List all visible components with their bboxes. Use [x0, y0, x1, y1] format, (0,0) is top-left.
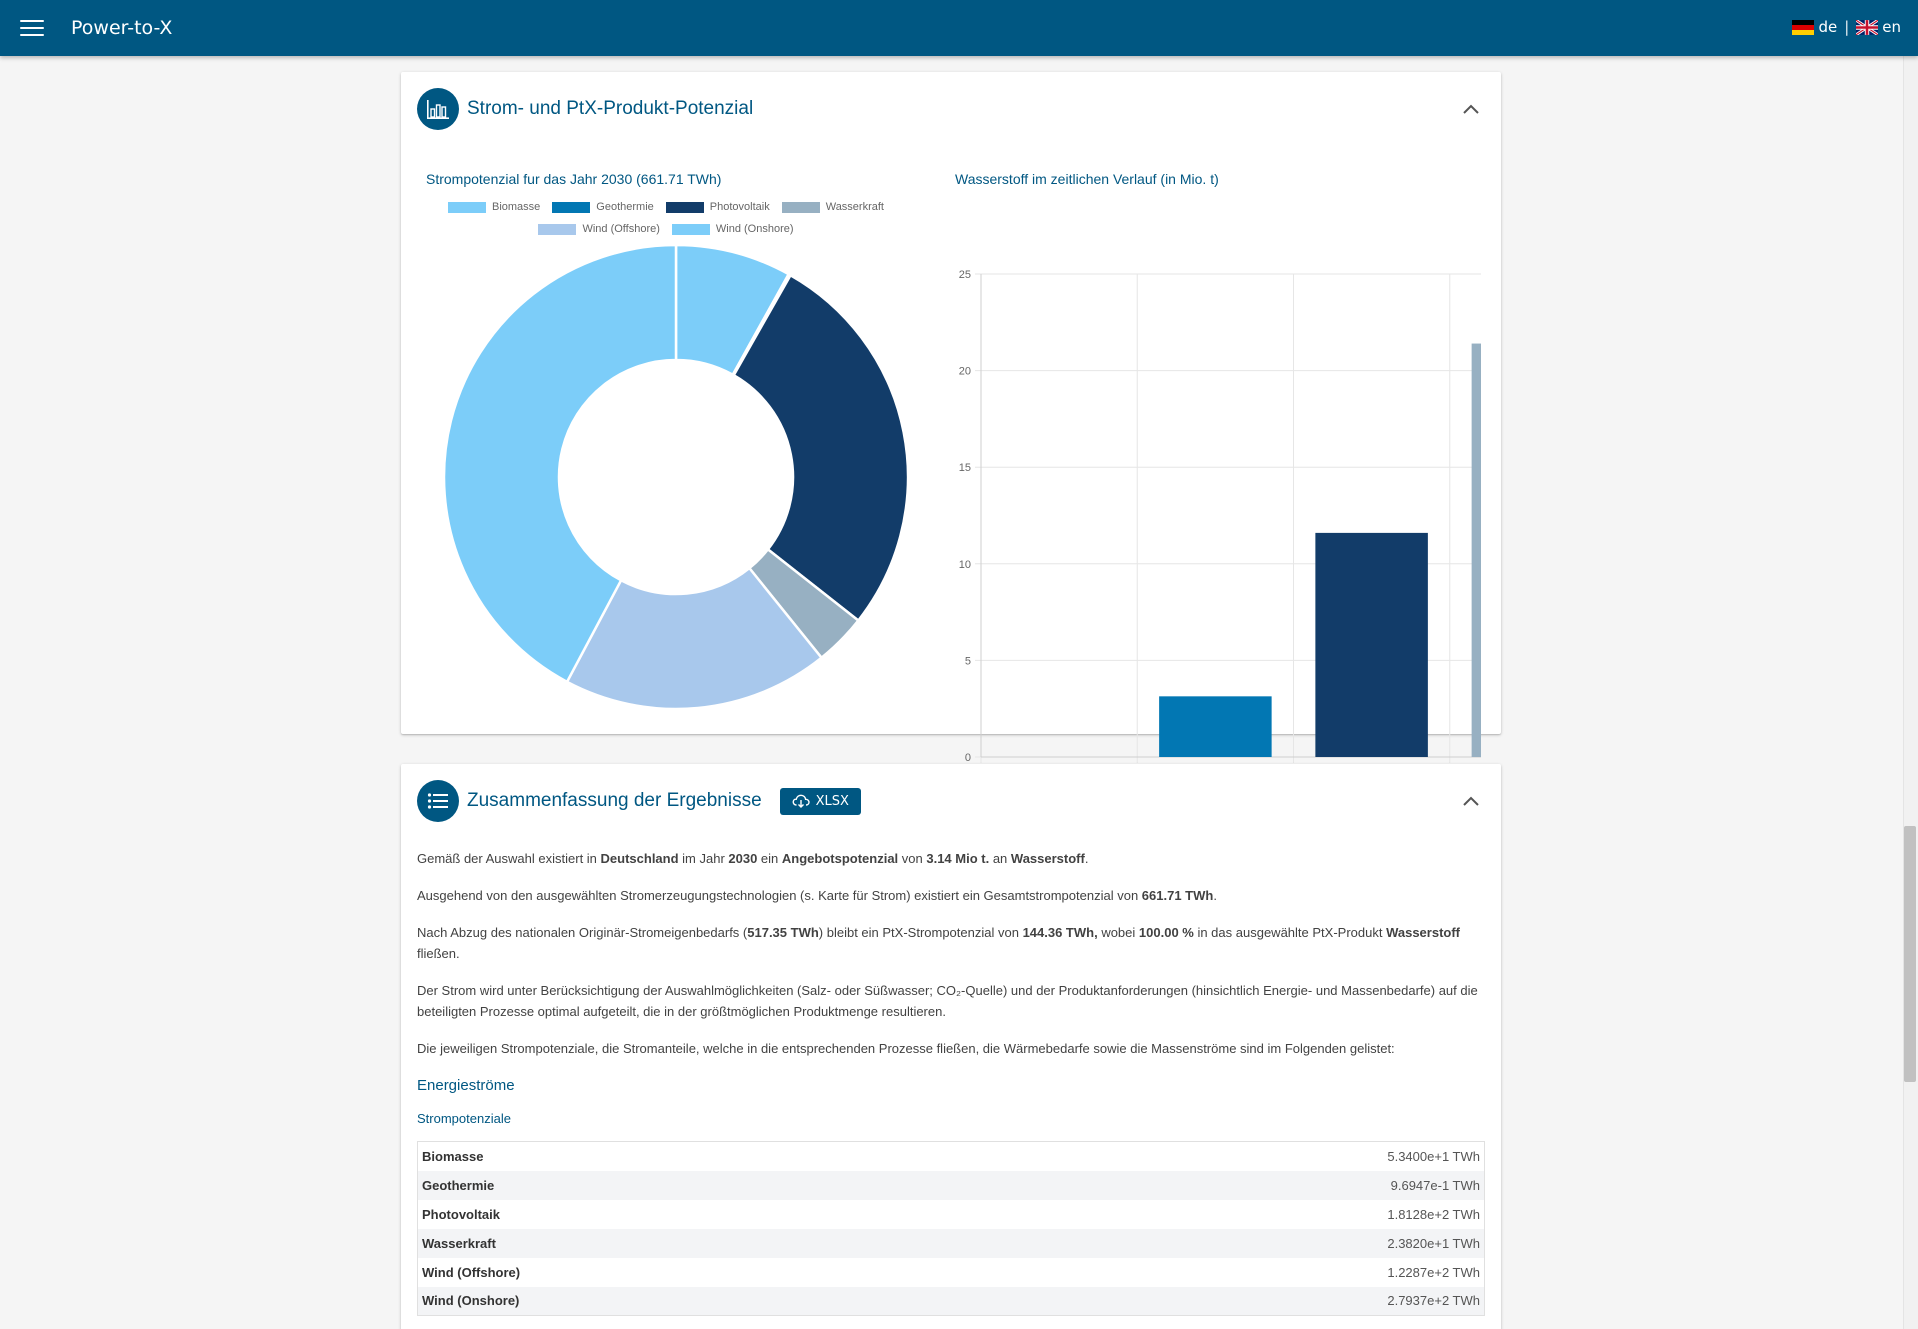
- row-name: Wasserkraft: [417, 1228, 965, 1258]
- row-value: 5.3400e+1 TWh: [1387, 1148, 1480, 1164]
- potential-card-title: Strom- und PtX-Produkt-Potenzial: [467, 98, 754, 119]
- potential-card: Strom- und PtX-Produkt-Potenzial Strompo…: [401, 72, 1501, 782]
- cloud-download-icon: [792, 794, 810, 808]
- energy-flows-heading: Energieströme: [417, 1077, 515, 1094]
- row-name: Photovoltaik: [422, 1206, 501, 1222]
- bar[interactable]: [1159, 696, 1272, 757]
- bar-chart-icon: [417, 88, 459, 130]
- row-value: 2.3820e+1 TWh: [965, 1228, 1485, 1258]
- legend-label: Photovoltaik: [709, 201, 770, 213]
- summary-content: Gemäß der Auswahl existiert in Deutschla…: [417, 848, 1485, 1316]
- table-row: Photovoltaik 1.8128e+2 TWh: [418, 1200, 1485, 1229]
- row-name: Biomasse: [422, 1148, 484, 1164]
- summary-card-title: Zusammenfassung der Ergebnisse: [467, 790, 762, 811]
- lang-de-link[interactable]: de: [1792, 18, 1837, 36]
- collapse-chevron-icon[interactable]: [1461, 792, 1481, 812]
- summary-paragraph-2: Ausgehend von den ausgewählten Stromerze…: [417, 888, 1217, 903]
- legend-item[interactable]: Photovoltaik: [665, 201, 770, 213]
- power-potentials-heading: Strompotenziale: [417, 1111, 511, 1126]
- potential-card-header: Strom- und PtX-Produkt-Potenzial: [417, 88, 753, 130]
- row-value: 1.2287e+2 TWh: [1387, 1264, 1480, 1280]
- legend-item[interactable]: Geothermie: [552, 201, 654, 213]
- summary-paragraph-1: Gemäß der Auswahl existiert in Deutschla…: [417, 851, 1089, 866]
- legend-item[interactable]: Biomasse: [448, 201, 540, 213]
- y-tick-label: 0: [965, 752, 971, 764]
- lang-en-link[interactable]: en: [1856, 18, 1901, 36]
- bar[interactable]: [1471, 343, 1481, 757]
- summary-paragraph-5: Die jeweiligen Strompotenziale, die Stro…: [417, 1041, 1395, 1056]
- table-row: Wasserkraft 2.3820e+1 TWh: [417, 1228, 1485, 1258]
- legend-label: Wasserkraft: [825, 201, 884, 213]
- summary-card-header: Zusammenfassung der Ergebnisse XLSX: [417, 780, 861, 822]
- donut-legend: Biomasse Geothermie Photovoltaik Wasserkraf…: [401, 196, 931, 240]
- bar-chart-title: Wasserstoff im zeitlichen Verlauf (in Mi…: [955, 171, 1219, 187]
- german-flag-icon: [1792, 19, 1815, 35]
- summary-paragraph-3: Nach Abzug des nationalen Originär-Strom…: [417, 925, 1461, 961]
- legend-swatch: [671, 223, 710, 235]
- list-icon: [417, 780, 459, 822]
- donut-chart-title: Strompotenzial fur das Jahr 2030 (661.71…: [426, 171, 722, 187]
- legend-label: Wind (Onshore): [715, 223, 794, 235]
- row-name: Wind (Onshore): [417, 1286, 965, 1316]
- legend-swatch: [781, 201, 820, 213]
- table-row: Biomasse 5.3400e+1 TWh: [418, 1142, 1485, 1171]
- y-tick-label: 15: [959, 462, 971, 474]
- legend-label: Geothermie: [596, 201, 654, 213]
- bar[interactable]: [1315, 532, 1428, 757]
- language-switcher: de | en: [1792, 18, 1901, 36]
- row-value: 1.8128e+2 TWh: [1387, 1206, 1480, 1222]
- table-row: Geothermie 9.6947e-1 TWh: [417, 1170, 1485, 1200]
- legend-item[interactable]: Wind (Offshore): [538, 223, 660, 235]
- donut-chart: [442, 243, 910, 711]
- legend-swatch: [448, 201, 486, 213]
- lang-de-label: de: [1818, 18, 1838, 36]
- uk-flag-icon: [1856, 19, 1879, 35]
- table-row: Wind (Offshore) 1.2287e+2 TWh: [418, 1258, 1485, 1287]
- row-name: Geothermie: [417, 1170, 965, 1200]
- legend-swatch: [665, 201, 704, 213]
- donut-slice[interactable]: [732, 273, 910, 623]
- table-row: Wind (Onshore) 2.7937e+2 TWh: [417, 1286, 1485, 1316]
- legend-label: Wind (Offshore): [582, 223, 660, 235]
- page-scrollbar-thumb[interactable]: [1904, 826, 1916, 1082]
- xlsx-download-button[interactable]: XLSX: [779, 787, 861, 815]
- row-value: 9.6947e-1 TWh: [965, 1170, 1485, 1200]
- row-name: Wind (Offshore): [422, 1264, 521, 1280]
- donut-slice[interactable]: [565, 566, 824, 711]
- lang-en-label: en: [1882, 18, 1901, 36]
- y-tick-label: 20: [959, 366, 971, 378]
- xlsx-label: XLSX: [815, 793, 849, 809]
- legend-label: Biomasse: [492, 201, 541, 213]
- collapse-chevron-icon[interactable]: [1461, 100, 1481, 120]
- legend-item[interactable]: Wind (Onshore): [671, 223, 794, 235]
- legend-swatch: [538, 223, 577, 235]
- bar-chart: 05101520252020203020402050: [959, 269, 1481, 782]
- power-potentials-table: Biomasse 5.3400e+1 TWh Geothermie 9.6947e-1…: [417, 1141, 1485, 1316]
- legend-item[interactable]: Wasserkraft: [781, 201, 884, 213]
- page-scrollbar[interactable]: [1903, 56, 1918, 1329]
- y-tick-label: 10: [959, 559, 971, 571]
- y-tick-label: 5: [965, 655, 971, 667]
- summary-paragraph-4: Der Strom wird unter Berücksichtigung de…: [417, 983, 1478, 1019]
- y-tick-label: 25: [959, 269, 971, 281]
- summary-card: Zusammenfassung der Ergebnisse XLSX Gemä…: [401, 764, 1501, 1329]
- app-bar: Power-to-X de | en: [0, 0, 1918, 56]
- app-title: Power-to-X: [71, 17, 173, 39]
- row-value: 2.7937e+2 TWh: [965, 1286, 1485, 1316]
- legend-swatch: [552, 201, 591, 213]
- menu-icon[interactable]: [19, 18, 45, 38]
- donut-slice[interactable]: [442, 243, 678, 684]
- lang-separator: |: [1844, 18, 1850, 36]
